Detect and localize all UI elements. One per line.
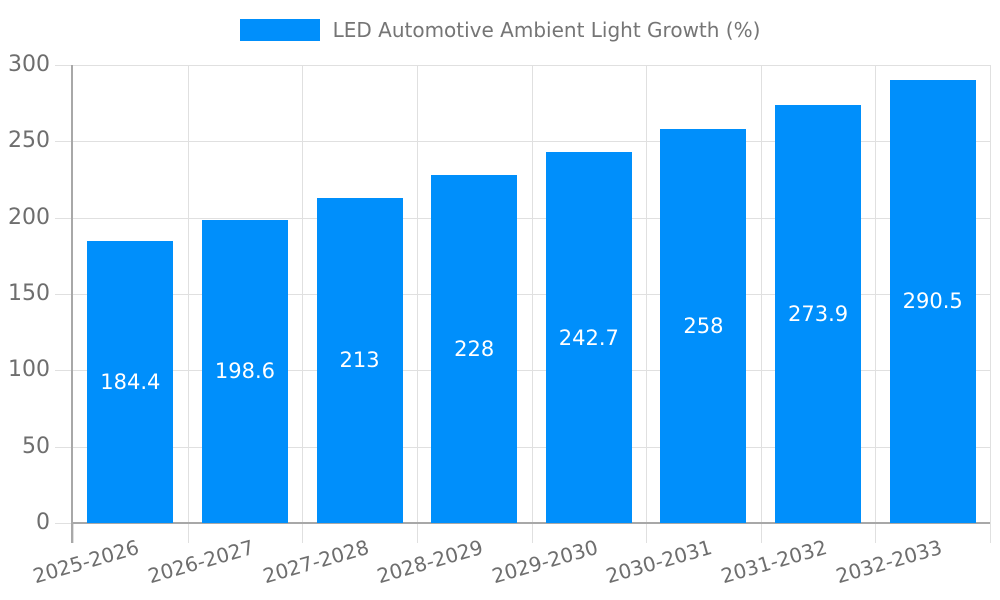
bar-2029-2030[interactable] — [545, 152, 632, 523]
bar-value-label: 258 — [683, 314, 724, 339]
y-axis-label: 100 — [8, 357, 50, 383]
v-gridline — [187, 65, 189, 523]
bar-value-label: 198.6 — [214, 359, 275, 384]
v-gridline — [302, 65, 304, 523]
bar-value-label: 213 — [339, 348, 380, 373]
y-axis-tick — [55, 217, 73, 219]
bar-2025-2026[interactable] — [87, 241, 174, 523]
legend-label: LED Automotive Ambient Light Growth (%) — [332, 18, 761, 42]
x-axis-tick — [187, 523, 189, 543]
x-axis-label: 2025-2026 — [30, 535, 142, 589]
y-axis-label: 250 — [8, 128, 50, 154]
legend-item[interactable]: LED Automotive Ambient Light Growth (%) — [0, 18, 1000, 42]
x-axis-tick — [302, 523, 304, 543]
bar-2032-2033[interactable] — [889, 79, 976, 523]
legend-swatch — [239, 19, 320, 41]
bar-2028-2029[interactable] — [431, 174, 518, 523]
y-axis-label: 300 — [8, 52, 50, 77]
x-axis-label: 2029-2030 — [489, 535, 601, 589]
v-gridline — [760, 65, 762, 523]
x-axis-tick — [875, 523, 877, 543]
bar-value-label: 242.7 — [558, 325, 619, 350]
y-axis-label: 200 — [8, 204, 50, 230]
v-gridline — [531, 65, 533, 523]
y-axis-label: 50 — [22, 433, 50, 459]
y-axis-tick — [55, 294, 73, 295]
x-axis-tick — [760, 523, 762, 543]
v-gridline — [990, 65, 991, 523]
v-gridline — [875, 65, 877, 523]
x-axis-label: 2026-2027 — [145, 535, 257, 589]
x-axis-tick — [531, 523, 533, 543]
y-axis-tick — [55, 65, 73, 66]
v-gridline — [416, 65, 418, 523]
bar-2027-2028[interactable] — [316, 197, 403, 523]
x-axis-label: 2030-2031 — [603, 535, 716, 589]
x-axis-label: 2027-2028 — [259, 535, 372, 589]
y-axis-tick — [55, 141, 73, 143]
y-axis-line — [71, 65, 73, 543]
x-axis-tick — [73, 523, 74, 543]
x-axis-tick — [416, 523, 418, 543]
x-axis-label: 2032-2033 — [832, 535, 945, 589]
bar-2031-2032[interactable] — [775, 104, 862, 523]
x-axis-tick — [990, 523, 991, 543]
bar-2026-2027[interactable] — [201, 219, 288, 523]
x-axis-label: 2028-2029 — [374, 535, 486, 589]
bar-value-label: 273.9 — [788, 301, 849, 326]
x-axis-label: 2031-2032 — [718, 535, 830, 589]
bar-value-label: 184.4 — [100, 370, 161, 395]
y-axis-label: 0 — [36, 510, 50, 535]
bar-value-label: 290.5 — [902, 289, 963, 314]
y-axis-tick — [55, 446, 73, 448]
y-axis-label: 150 — [8, 281, 50, 306]
bar-2030-2031[interactable] — [660, 129, 747, 523]
y-axis-tick — [55, 370, 73, 372]
x-axis-tick — [646, 523, 648, 543]
v-gridline — [646, 65, 648, 523]
y-axis-tick — [55, 523, 73, 524]
bar-value-label: 228 — [454, 336, 495, 361]
x-axis-line — [71, 522, 990, 524]
